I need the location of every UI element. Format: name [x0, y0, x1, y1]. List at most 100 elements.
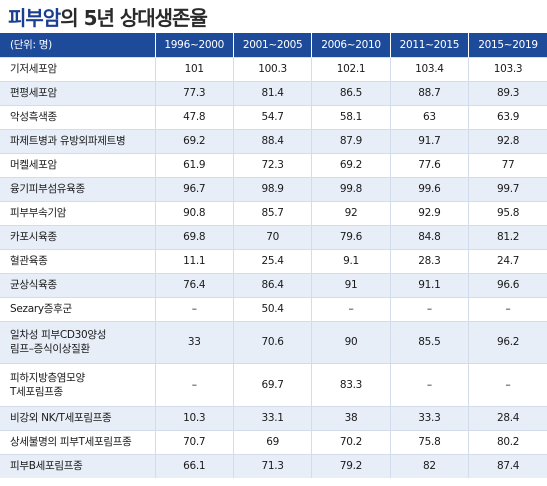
survival-value-cell: 85.7 — [233, 200, 313, 225]
survival-value-cell: 79.2 — [311, 453, 391, 478]
table-row: 편평세포암 77.3 81.4 86.5 88.7 89.3 — [0, 80, 547, 105]
table-row: 혈관육종 11.1 25.4 9.1 28.3 24.7 — [0, 248, 547, 273]
cancer-type-label: 피부B세포림프종 — [10, 460, 83, 473]
cancer-type-label: Sezary증후군 — [10, 303, 72, 315]
survival-value-cell: 70.7 — [155, 429, 234, 454]
table-row: 머켈세포암 61.9 72.3 69.2 77.6 77 — [0, 152, 547, 177]
survival-value-cell: 96.7 — [155, 176, 234, 201]
survival-value-cell: 99.6 — [390, 176, 470, 201]
table-row: 피부B세포림프종 66.1 71.3 79.2 82 87.4 — [0, 453, 547, 478]
survival-value-cell: 102.1 — [311, 56, 391, 81]
cancer-type-label: 파제트병과 유방외파제트병 — [10, 135, 126, 147]
survival-value-cell: 38 — [311, 405, 391, 430]
survival-value-cell: 87.9 — [311, 128, 391, 153]
survival-value-cell: 77.3 — [155, 80, 234, 105]
survival-value-cell: 71.3 — [233, 453, 313, 478]
survival-value-cell: 9.1 — [311, 248, 391, 273]
cancer-type-cell: 비강외 NK/T세포림프종 — [0, 405, 156, 430]
survival-value-cell: 33.3 — [390, 405, 470, 430]
cancer-type-cell: Sezary증후군 — [0, 296, 156, 321]
survival-value-cell: – — [468, 362, 547, 406]
cancer-type-label: 악성흑색종 — [10, 111, 57, 123]
survival-value-cell: 77 — [468, 152, 547, 177]
cancer-type-label: 편평세포암 — [10, 87, 57, 99]
survival-value-cell: 103.4 — [390, 56, 470, 81]
survival-value-cell: – — [390, 296, 470, 321]
cancer-type-cell: 피부B세포림프종 — [0, 453, 156, 478]
cancer-type-cell: 피하지방층염모양 T세포림프종 — [0, 362, 156, 406]
survival-value-cell: 103.3 — [468, 56, 547, 81]
survival-value-cell: – — [468, 296, 547, 321]
survival-value-cell: 28.3 — [390, 248, 470, 273]
title-highlight: 피부암 — [8, 6, 61, 30]
cancer-type-label: 카포시육종 — [10, 231, 57, 243]
survival-value-cell: 66.1 — [155, 453, 234, 478]
table-row: Sezary증후군 –50.4– – – — [0, 296, 547, 321]
survival-value-cell: 69.2 — [155, 128, 234, 153]
period-header: 2015~2019 — [478, 38, 538, 51]
survival-value-cell: 58.1 — [311, 104, 391, 129]
title-rest: 의 5년 상대생존율 — [60, 6, 208, 30]
survival-value-cell: 77.6 — [390, 152, 470, 177]
table-row: 균상식육종 76.4 86.4 91 91.1 96.6 — [0, 272, 547, 297]
table-row: 기저세포암 101 100.3 102.1 103.4 103.3 — [0, 56, 547, 81]
table-row: 피하지방층염모양 T세포림프종 –69.7 83.3– – — [0, 362, 547, 406]
cancer-type-cell: 악성흑색종 — [0, 104, 156, 129]
survival-value-cell: 69.8 — [155, 224, 234, 249]
cancer-type-cell: 기저세포암 — [0, 56, 156, 81]
cancer-type-label: 피부부속기암 — [10, 207, 67, 219]
survival-value-cell: 50.4 — [233, 296, 313, 321]
cancer-type-cell: 카포시육종 — [0, 224, 156, 249]
survival-value-cell: 70 — [233, 224, 313, 249]
survival-value-cell: 87.4 — [468, 453, 547, 478]
survival-value-cell: 33.1 — [233, 405, 313, 430]
table-row: 비강외 NK/T세포림프종 10.3 33.1 38 33.3 28.4 — [0, 405, 547, 430]
cancer-type-label: 머켈세포암 — [10, 159, 57, 171]
survival-value-cell: 92.8 — [468, 128, 547, 153]
survival-value-cell: 80.2 — [468, 429, 547, 454]
cancer-type-label: 일차성 피부CD30양성 — [10, 329, 107, 341]
survival-value-cell: 10.3 — [155, 405, 234, 430]
cancer-type-label: 혈관육종 — [10, 255, 48, 267]
survival-value-cell: 95.8 — [468, 200, 547, 225]
table-row: 융기피부섬유육종 96.7 98.9 99.8 99.6 99.7 — [0, 176, 547, 201]
cancer-type-cell: 파제트병과 유방외파제트병 — [0, 128, 156, 153]
survival-value-cell: 100.3 — [233, 56, 313, 81]
cancer-type-label: 균상식육종 — [10, 279, 57, 291]
cancer-type-cell: 혈관육종 — [0, 248, 156, 273]
cancer-type-label: 상세불명의 피부T세포림프종 — [10, 436, 132, 448]
survival-value-cell: 47.8 — [155, 104, 234, 129]
survival-value-cell: 75.8 — [390, 429, 470, 454]
survival-value-cell: 101 — [155, 56, 234, 81]
cancer-type-cell: 피부부속기암 — [0, 200, 156, 225]
cancer-type-cell: 머켈세포암 — [0, 152, 156, 177]
table-row: 카포시육종 69.8 70 79.6 84.8 81.2 — [0, 224, 547, 249]
period-header: 1996~2000 — [155, 33, 234, 57]
survival-value-cell: – — [311, 296, 391, 321]
survival-value-cell: 25.4 — [233, 248, 313, 273]
survival-value-cell: 88.7 — [390, 80, 470, 105]
period-header: 2006~2010 — [311, 33, 391, 57]
cancer-type-label: 기저세포암 — [10, 63, 57, 75]
survival-value-cell: 92 — [311, 200, 391, 225]
survival-value-cell: 72.3 — [233, 152, 313, 177]
cancer-type-label: 비강외 NK/T세포림프종 — [10, 412, 112, 424]
survival-value-cell: – — [155, 296, 234, 321]
survival-value-cell: 92.9 — [390, 200, 470, 225]
survival-value-cell: 90.8 — [155, 200, 234, 225]
cancer-type-label: 림프–증식이상질환 — [10, 343, 90, 355]
table-row: 일차성 피부CD30양성 림프–증식이상질환 33 70.6 90 85.5 96.2 — [0, 320, 547, 363]
survival-value-cell: 96.6 — [468, 272, 547, 297]
survival-value-cell: 54.7 — [233, 104, 313, 129]
table-body: 기저세포암 101 100.3 102.1 103.4 103.3 편평세포암 77.3 81.… — [0, 56, 547, 478]
survival-value-cell: 79.6 — [311, 224, 391, 249]
table-row: 상세불명의 피부T세포림프종 70.7 69 70.2 75.8 80.2 — [0, 429, 547, 454]
survival-value-cell: 83.3 — [311, 362, 391, 406]
cancer-type-label: 융기피부섬유육종 — [10, 183, 85, 195]
survival-value-cell: 69 — [233, 429, 313, 454]
survival-value-cell: – — [390, 362, 470, 406]
survival-value-cell: – — [155, 362, 234, 406]
survival-value-cell: 82 — [390, 453, 470, 478]
survival-value-cell: 70.2 — [311, 429, 391, 454]
